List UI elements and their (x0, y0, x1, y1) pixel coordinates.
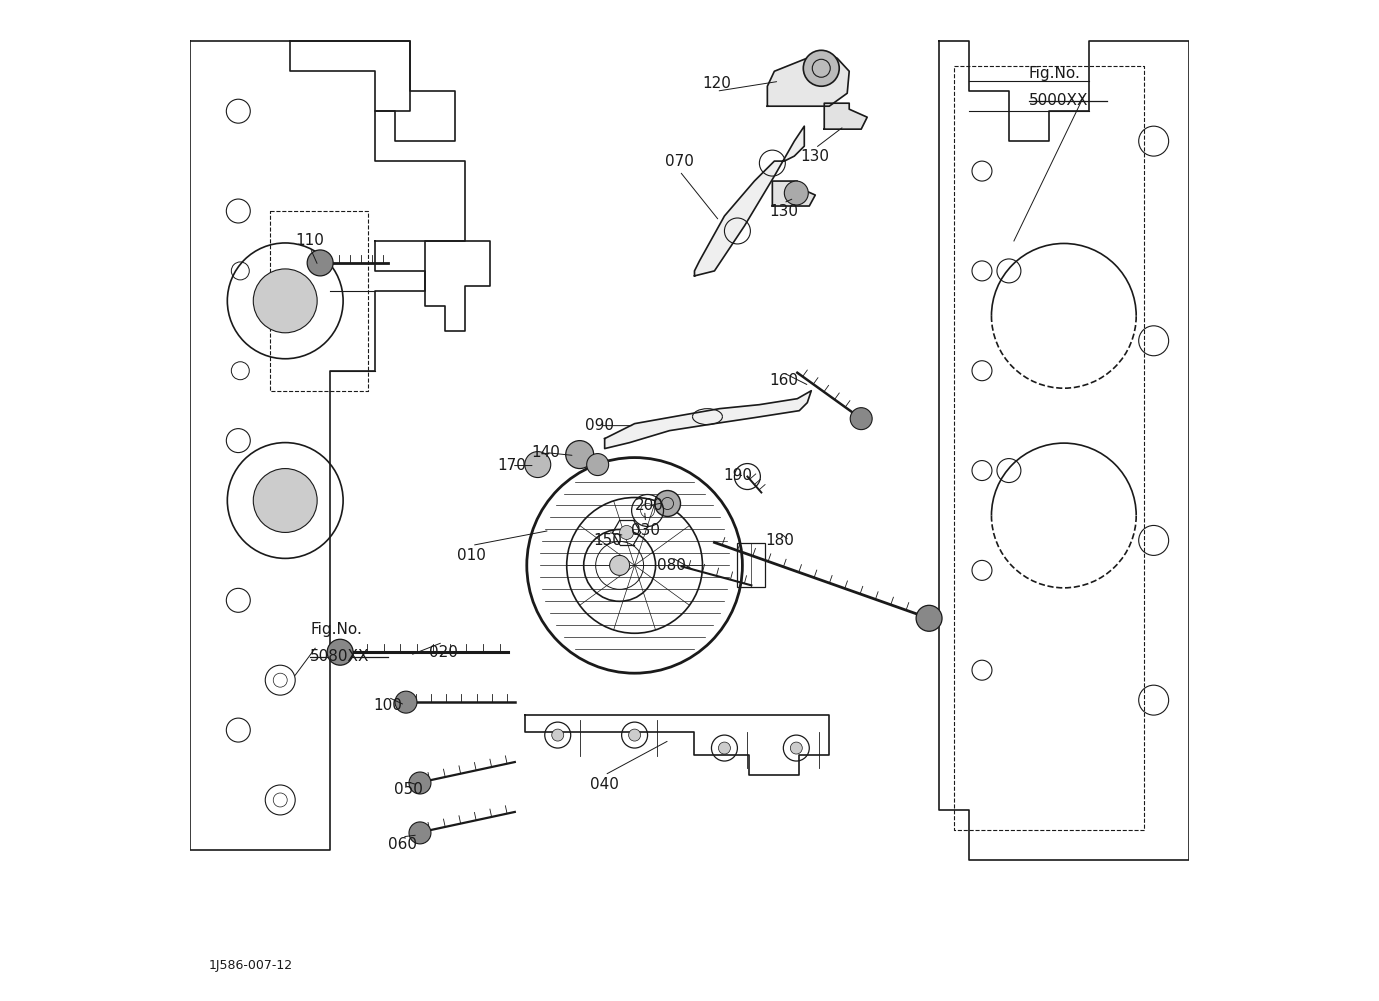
Polygon shape (825, 103, 867, 129)
Circle shape (629, 729, 641, 741)
Circle shape (619, 526, 633, 540)
Text: 150: 150 (593, 533, 622, 548)
Polygon shape (695, 126, 804, 276)
Circle shape (785, 181, 808, 205)
Polygon shape (604, 390, 811, 448)
Circle shape (718, 742, 731, 754)
Text: 010: 010 (458, 548, 487, 563)
Circle shape (254, 269, 317, 332)
Circle shape (586, 453, 608, 475)
Text: 180: 180 (765, 533, 794, 548)
Text: Fig.No.: Fig.No. (1029, 66, 1081, 81)
Text: 080: 080 (658, 558, 685, 573)
Text: 030: 030 (632, 523, 661, 538)
Circle shape (308, 250, 334, 276)
Circle shape (254, 468, 317, 533)
Circle shape (410, 822, 432, 844)
Circle shape (655, 490, 680, 517)
Polygon shape (772, 181, 815, 206)
Text: 130: 130 (801, 148, 830, 163)
Text: Fig.No.: Fig.No. (310, 623, 363, 638)
Text: 5080XX: 5080XX (310, 650, 370, 665)
Text: 120: 120 (702, 76, 731, 91)
Circle shape (525, 451, 550, 477)
Text: 100: 100 (374, 698, 403, 713)
Text: 040: 040 (590, 778, 619, 793)
Polygon shape (767, 51, 849, 106)
Circle shape (410, 772, 432, 794)
Circle shape (610, 556, 630, 576)
Text: 070: 070 (665, 153, 694, 168)
Text: 160: 160 (769, 373, 798, 388)
Text: 130: 130 (769, 203, 798, 218)
Text: 190: 190 (723, 468, 752, 483)
Text: 5000XX: 5000XX (1029, 93, 1088, 108)
Text: 170: 170 (498, 458, 527, 473)
Circle shape (565, 440, 594, 468)
Text: 1J586-007-12: 1J586-007-12 (208, 959, 292, 972)
Circle shape (327, 640, 353, 666)
Text: 090: 090 (585, 418, 614, 433)
Bar (738, 544, 765, 588)
Text: 020: 020 (429, 645, 458, 660)
Text: 110: 110 (295, 233, 324, 248)
Circle shape (394, 691, 416, 713)
Circle shape (804, 50, 840, 86)
Text: 060: 060 (387, 838, 416, 853)
Circle shape (916, 606, 942, 632)
Text: 050: 050 (393, 783, 422, 798)
Text: 140: 140 (531, 445, 560, 460)
Circle shape (851, 407, 872, 429)
Text: 200: 200 (636, 497, 665, 513)
Circle shape (790, 742, 803, 754)
Circle shape (552, 729, 564, 741)
